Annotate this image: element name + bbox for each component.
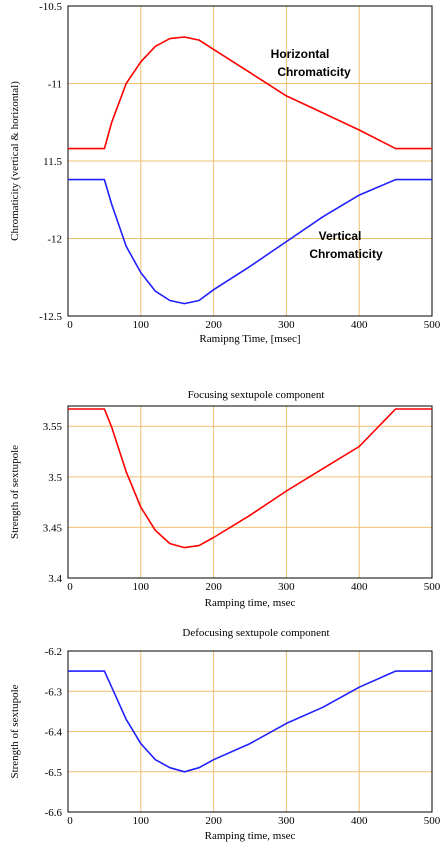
x-axis-title: Ramipng Time, [msec] [199,333,300,345]
x-tick-label: 400 [351,319,368,331]
x-tick-label: 0 [67,815,73,827]
x-tick-label: 100 [133,319,150,331]
y-tick-label: -10.5 [39,1,62,13]
y-tick-label: -6.4 [45,727,63,739]
x-tick-label: 100 [133,581,150,593]
y-axis-title: Strength of sextupole [9,684,21,778]
x-tick-label: 300 [278,581,295,593]
x-tick-label: 200 [205,319,222,331]
series-line-1 [68,408,432,549]
x-tick-label: 200 [205,581,222,593]
y-axis-title: Strength of sextupole [9,445,21,539]
x-tick-label: 500 [424,815,441,827]
series-annotation: Vertical [319,229,362,243]
y-tick-label: 11.5 [43,156,62,168]
y-axis-title: Chromaticity (vertical & horizontal) [9,81,21,241]
x-tick-label: 100 [133,815,150,827]
y-tick-label: 3.5 [48,472,62,484]
y-tick-label: -6.3 [45,686,63,698]
plot-frame [67,405,433,579]
panel-title: Defocusing sextupole component [182,627,329,639]
x-tick-label: 300 [278,815,295,827]
x-axis-title: Ramping time, msec [205,597,296,609]
series-line-2 [68,178,432,305]
x-tick-label: 300 [278,319,295,331]
series-line-1 [68,670,432,773]
plot-frame [67,5,433,317]
x-axis-title: Ramping time, msec [205,830,296,842]
y-tick-label: -6.2 [45,646,62,658]
y-tick-label: 3.4 [48,573,62,585]
x-tick-label: 200 [205,815,222,827]
chart-panel-2: 0 100 200 300 400 500 3.55 3.5 3.45 3.4 Ramping ti… [9,389,441,609]
x-tick-label: 400 [351,815,368,827]
chart-panel-3: 0 100 200 300 400 500 -6.2 -6.3 -6.4 -6.5 -6.6 Ramp… [9,627,441,842]
x-tick-label: 0 [67,319,73,331]
y-tick-label: -12.5 [39,311,62,323]
y-tick-label: 3.55 [43,421,63,433]
plot-frame [67,650,433,813]
panel-title: Focusing sextupole component [188,389,325,401]
y-tick-label: -6.6 [45,807,63,819]
chart-panel-1: 0 100 200 300 400 500 -10.5 -11 11.5 -12 -12.5 Rami… [9,1,441,345]
y-tick-label: -6.5 [45,767,63,779]
series-annotation: Chromaticity [309,247,383,261]
series-annotation: Chromaticity [277,65,351,79]
x-tick-label: 400 [351,581,368,593]
series-annotation: Horizontal [271,47,330,61]
x-tick-label: 0 [67,581,73,593]
y-tick-label: -11 [48,79,62,91]
y-tick-label: -12 [47,234,62,246]
y-tick-label: 3.45 [43,522,63,534]
series-line-1 [68,36,432,150]
x-tick-label: 500 [424,319,441,331]
x-tick-label: 500 [424,581,441,593]
